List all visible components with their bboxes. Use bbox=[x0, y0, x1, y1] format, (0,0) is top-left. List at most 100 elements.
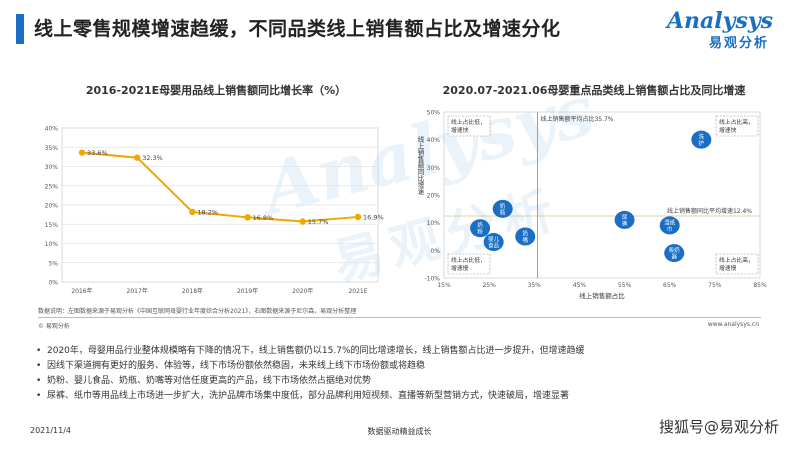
finding-item: 尿裤、纸巾等用品线上市场进一步扩大，洗护品牌市场集中度低，部分品牌利用短视频、直… bbox=[36, 389, 776, 404]
quadrant-label: 增速慢 bbox=[451, 264, 469, 272]
avg-growth-label: 线上销售额同比平均增速12.4% bbox=[667, 207, 752, 215]
y-tick-label: -10% bbox=[424, 276, 440, 283]
data-source-note: 数据说明：左图数据来源于易观分析《中国互联网母婴行业年度综合分析2021》，右图… bbox=[38, 308, 357, 315]
data-label: 18.2% bbox=[197, 208, 218, 216]
logo-wordmark: Analysys bbox=[666, 8, 773, 34]
x-tick-label: 35% bbox=[528, 282, 542, 289]
quadrant-label: 增速快 bbox=[451, 126, 469, 134]
category-point bbox=[659, 216, 680, 235]
report-date: 2021/11/4 bbox=[30, 426, 72, 435]
category-label: 奶 bbox=[500, 202, 506, 210]
analysys-logo: Analysys 易观分析 bbox=[663, 8, 773, 52]
category-label: 奶 bbox=[477, 221, 483, 229]
y-tick-label: 5% bbox=[48, 260, 58, 267]
category-label: 湿纸 bbox=[664, 218, 676, 226]
y-tick-label: 0% bbox=[430, 248, 440, 255]
category-label: 食品 bbox=[488, 242, 500, 250]
category-point bbox=[664, 244, 685, 263]
category-label: 粉 bbox=[477, 228, 483, 236]
logo-subtitle: 易观分析 bbox=[708, 36, 769, 51]
category-label: 尿 bbox=[622, 214, 628, 221]
website-link[interactable]: www.analysys.cn bbox=[707, 321, 759, 328]
growth-data-point bbox=[189, 208, 196, 216]
category-point bbox=[470, 219, 491, 238]
category-label: 吸奶 bbox=[669, 246, 681, 254]
x-tick-label: 45% bbox=[573, 282, 587, 289]
y-tick-label: 50% bbox=[427, 110, 441, 117]
quadrant-label: 线上占比高， bbox=[719, 256, 754, 264]
growth-data-point bbox=[244, 214, 251, 221]
data-label: 15.7% bbox=[308, 218, 329, 226]
line-chart-title: 2016-2021E母婴用品线上销售额同比增长率（%） bbox=[85, 84, 347, 97]
growth-line-chart: 0% 5% 10% 15% 20% 25% 30% 35% 40% 2016年 2017年 2018年… bbox=[45, 126, 384, 296]
x-tick-label: 85% bbox=[753, 282, 767, 289]
x-tick-label: 2020年 bbox=[292, 287, 313, 295]
y-tick-label: 40% bbox=[427, 137, 441, 144]
data-label: 16.8% bbox=[253, 214, 274, 222]
category-label: 奶 bbox=[522, 230, 528, 238]
y-tick-label: 0% bbox=[48, 280, 58, 287]
quadrant-label: 增速慢 bbox=[719, 264, 737, 272]
category-point bbox=[614, 210, 635, 229]
x-tick-label: 65% bbox=[663, 282, 677, 289]
quadrant-label-box bbox=[715, 253, 759, 275]
quadrant-label: 线上占比低， bbox=[451, 256, 486, 264]
x-tick-label: 15% bbox=[437, 282, 451, 289]
growth-data-point bbox=[134, 154, 141, 161]
x-tick-label: 55% bbox=[618, 282, 632, 289]
data-label: 32.3% bbox=[142, 154, 163, 162]
y-tick-label: 30% bbox=[427, 165, 441, 172]
category-label: 护 bbox=[699, 139, 705, 147]
footer-divider bbox=[38, 317, 761, 318]
y-tick-label: 35% bbox=[45, 145, 59, 152]
category-point bbox=[691, 130, 712, 149]
y-tick-label: 10% bbox=[427, 220, 441, 227]
category-label: 器 bbox=[671, 254, 677, 261]
x-axis-label: 线上销售额占比 bbox=[579, 291, 625, 300]
quadrant-label: 线上占比低， bbox=[451, 118, 486, 126]
data-label: 16.9% bbox=[363, 213, 384, 221]
category-point bbox=[515, 227, 536, 246]
footer-slogan: 数据驱动精益成长 bbox=[367, 427, 432, 436]
key-findings-list: 2020年，母婴用品行业整体规模略有下降的情况下，线上销售额仍以15.7%的同比… bbox=[36, 344, 776, 404]
growth-data-point bbox=[354, 213, 362, 221]
title-accent-bar bbox=[16, 14, 24, 44]
x-tick-label: 2017年 bbox=[127, 287, 148, 295]
plot-frame bbox=[443, 111, 761, 279]
growth-data-point bbox=[299, 218, 306, 225]
x-tick-label: 25% bbox=[482, 282, 496, 289]
category-label: 婴儿 bbox=[488, 236, 500, 243]
x-tick-label: 2021E bbox=[348, 288, 367, 295]
category-label: 裤 bbox=[622, 219, 628, 227]
quadrant-label-box bbox=[447, 253, 491, 275]
scatter-chart-title: 2020.07-2021.06母婴重点品类线上销售额占比及同比增速 bbox=[442, 84, 746, 97]
y-tick-label: 20% bbox=[45, 203, 59, 210]
page-title: 线上零售规模增速趋缓，不同品类线上销售额占比及增速分化 bbox=[34, 18, 561, 40]
x-tick-label: 2019年 bbox=[237, 287, 258, 295]
growth-series-line bbox=[81, 151, 359, 223]
category-scatter-panel: 2020.07-2021.06母婴重点品类线上销售额占比及同比增速 -10% 0%… bbox=[408, 82, 780, 304]
y-tick-label: 10% bbox=[45, 241, 59, 248]
data-label: 33.6% bbox=[87, 149, 108, 157]
quadrant-label: 线上占比高， bbox=[719, 118, 754, 126]
category-label: 嘴 bbox=[522, 236, 528, 244]
growth-data-point bbox=[78, 149, 86, 156]
category-point bbox=[483, 233, 504, 252]
avg-share-label: 线上销售额平均占比35.7% bbox=[540, 115, 613, 123]
category-label: 洗 bbox=[699, 133, 705, 141]
quadrant-label-box bbox=[447, 115, 491, 137]
category-label: 瓶 bbox=[500, 208, 506, 216]
sohu-watermark: 搜狐号@易观分析 bbox=[658, 418, 779, 436]
quadrant-label: 增速快 bbox=[719, 126, 737, 134]
y-axis-label: 线上销售额同比增速 bbox=[416, 135, 424, 196]
y-tick-label: 25% bbox=[45, 183, 59, 190]
y-tick-label: 40% bbox=[45, 126, 59, 133]
quadrant-label-box bbox=[715, 115, 759, 137]
copyright: © 易观分析 bbox=[38, 323, 70, 330]
y-tick-label: 20% bbox=[427, 193, 441, 200]
finding-item: 奶粉、婴儿食品、奶瓶、奶嘴等对信任度更高的产品，线下市场依然占据绝对优势 bbox=[36, 374, 776, 389]
y-tick-label: 30% bbox=[45, 164, 59, 171]
finding-item: 2020年，母婴用品行业整体规模略有下降的情况下，线上销售额仍以15.7%的同比… bbox=[36, 344, 776, 359]
category-label: 巾 bbox=[667, 225, 673, 233]
y-tick-label: 15% bbox=[45, 222, 59, 229]
